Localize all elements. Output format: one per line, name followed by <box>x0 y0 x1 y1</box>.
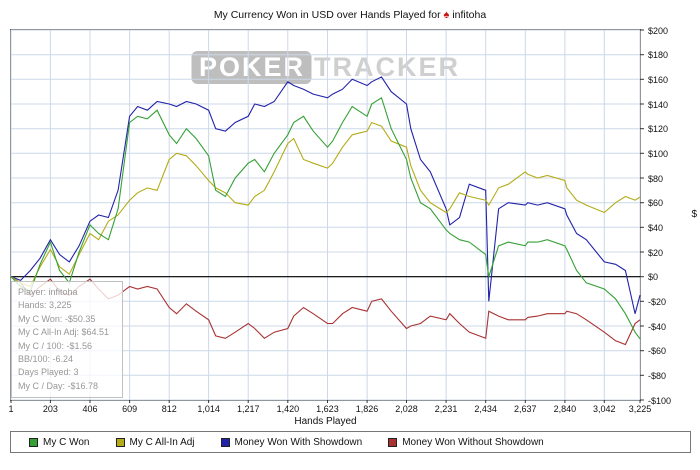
legend-item-my-c-won: My C Won <box>29 437 90 448</box>
y-tick-label: -$20 <box>648 296 667 307</box>
tooltip-line: BB/100: -6.24 <box>18 354 74 365</box>
series-money-won-with-showdown <box>10 76 641 314</box>
x-tick-label: 1,420 <box>276 404 300 414</box>
chart-title: My Currency Won in USD over Hands Played… <box>0 9 700 21</box>
series-my-c-won <box>10 96 641 340</box>
x-tick-label: 3,042 <box>593 404 616 414</box>
legend-item-my-c-all-in-adj: My C All-In Adj <box>115 436 195 448</box>
y-tick-label: $160 <box>648 74 669 85</box>
y-tick-label: -$80 <box>648 370 667 381</box>
legend-item-money-won-with-showdown: Money Won With Showdown <box>220 436 363 448</box>
y-tick-label: $200 <box>648 25 669 36</box>
legend-swatch-icon <box>388 437 398 447</box>
tooltip-line: My C All-In Adj: $64.51 <box>18 327 110 338</box>
y-tick-label: -$60 <box>648 346 667 357</box>
plot-area[interactable]: POKER TRACKER Player: infitoha Hands: 3,22… <box>10 29 644 403</box>
x-tick-label: 2,028 <box>395 404 418 414</box>
x-tick-label: 609 <box>122 404 138 414</box>
red-spade-icon: ♠ <box>443 9 450 21</box>
tooltip-line: Player: infitoha <box>18 287 78 297</box>
x-tick-label: 203 <box>42 404 58 414</box>
x-tick-label: 3,225 <box>628 404 652 414</box>
y-tick-label: $20 <box>648 247 664 258</box>
y-tick-label: $140 <box>648 99 669 110</box>
y-tick-label: $120 <box>648 124 669 135</box>
x-tick-label: 1,014 <box>197 404 220 414</box>
y-tick-label: -$40 <box>648 321 667 332</box>
x-tick-label: 2,637 <box>514 404 537 414</box>
legend-label: My C Won <box>43 436 90 448</box>
series-my-c-all-in-adj <box>10 121 641 288</box>
x-tick-label: 406 <box>82 404 98 414</box>
y-tick-label: -$100 <box>648 395 672 406</box>
x-tick-label: 2,434 <box>474 404 497 414</box>
watermark-poker: POKER <box>190 51 312 84</box>
x-tick-label: 1,826 <box>355 404 379 414</box>
y-axis-label: $ <box>691 209 697 220</box>
y-tick-label: $80 <box>648 173 664 184</box>
legend: My C Won My C All-In Adj Money Won With Sh… <box>10 431 691 453</box>
player-name: infitoha <box>452 9 487 21</box>
x-tick-label: 2,231 <box>434 404 458 414</box>
tooltip-line: My C / Day: -$16.78 <box>18 380 99 391</box>
x-tick-label: 1 <box>8 404 14 414</box>
y-tick-label: $180 <box>648 50 669 61</box>
x-axis-label: Hands Played <box>294 416 357 427</box>
y-tick-label: $0 <box>648 272 659 283</box>
legend-label: Money Won With Showdown <box>234 436 363 448</box>
tooltip-line: My C Won: -$50.35 <box>18 313 96 324</box>
stats-tooltip: Player: infitoha Hands: 3,225 My C Won: -$… <box>11 281 123 399</box>
legend-label: Money Won Without Showdown <box>402 436 544 448</box>
x-tick-label: 1,623 <box>316 404 339 414</box>
y-tick-label: $60 <box>648 198 664 209</box>
x-tick-label: 2,840 <box>553 404 577 414</box>
tooltip-line: Days Played: 3 <box>18 367 79 378</box>
x-tick-label: 812 <box>161 404 177 414</box>
legend-swatch-icon <box>29 437 38 447</box>
chart-canvas <box>10 29 644 403</box>
y-tick-label: $40 <box>648 222 664 233</box>
legend-swatch-icon <box>115 437 125 447</box>
legend-item-money-won-without-showdown: Money Won Without Showdown <box>388 437 544 448</box>
pokertracker-watermark: POKER TRACKER <box>190 51 461 84</box>
legend-label: My C All-In Adj <box>129 436 195 448</box>
tooltip-line: My C / 100: -$1.56 <box>18 340 93 351</box>
chart-title-text: My Currency Won in USD over Hands Played… <box>213 9 441 21</box>
x-tick-label: 1,217 <box>236 404 260 414</box>
watermark-tracker: TRACKER <box>314 52 461 82</box>
tooltip-line: Hands: 3,225 <box>18 300 72 311</box>
y-tick-label: $100 <box>648 148 669 159</box>
legend-swatch-icon <box>220 437 230 447</box>
